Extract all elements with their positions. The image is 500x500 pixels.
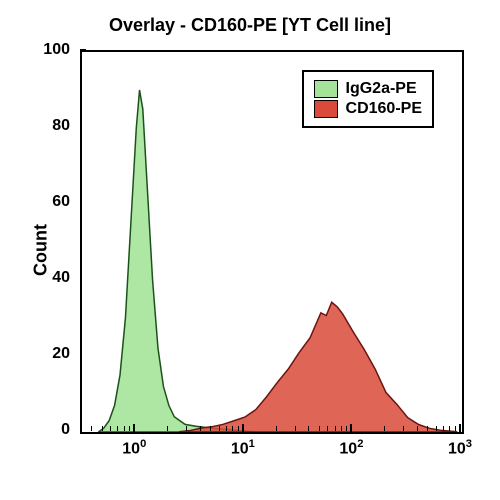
y-tick-label: 0 xyxy=(0,421,70,439)
x-tick-label: 100 xyxy=(122,438,146,458)
series-IgG2a-PE xyxy=(98,90,255,432)
y-tick-label: 80 xyxy=(0,117,70,135)
y-tick-label: 20 xyxy=(0,345,70,363)
plot-area: IgG2a-PE CD160-PE xyxy=(80,50,464,434)
series-CD160-PE xyxy=(180,302,457,432)
legend-item: CD160-PE xyxy=(314,100,422,118)
legend-label: IgG2a-PE xyxy=(346,80,417,98)
legend-item: IgG2a-PE xyxy=(314,80,422,98)
y-tick-label: 40 xyxy=(0,269,70,287)
y-tick-label: 100 xyxy=(0,41,70,59)
legend-label: CD160-PE xyxy=(346,100,422,118)
legend-swatch xyxy=(314,80,338,98)
x-tick-label: 102 xyxy=(339,438,363,458)
legend-swatch xyxy=(314,100,338,118)
chart-container: Overlay - CD160-PE [YT Cell line] Count … xyxy=(0,0,500,500)
chart-title: Overlay - CD160-PE [YT Cell line] xyxy=(0,15,500,36)
x-tick-label: 101 xyxy=(231,438,255,458)
legend-box: IgG2a-PE CD160-PE xyxy=(302,70,434,128)
x-tick-label: 103 xyxy=(448,438,472,458)
y-tick-label: 60 xyxy=(0,193,70,211)
